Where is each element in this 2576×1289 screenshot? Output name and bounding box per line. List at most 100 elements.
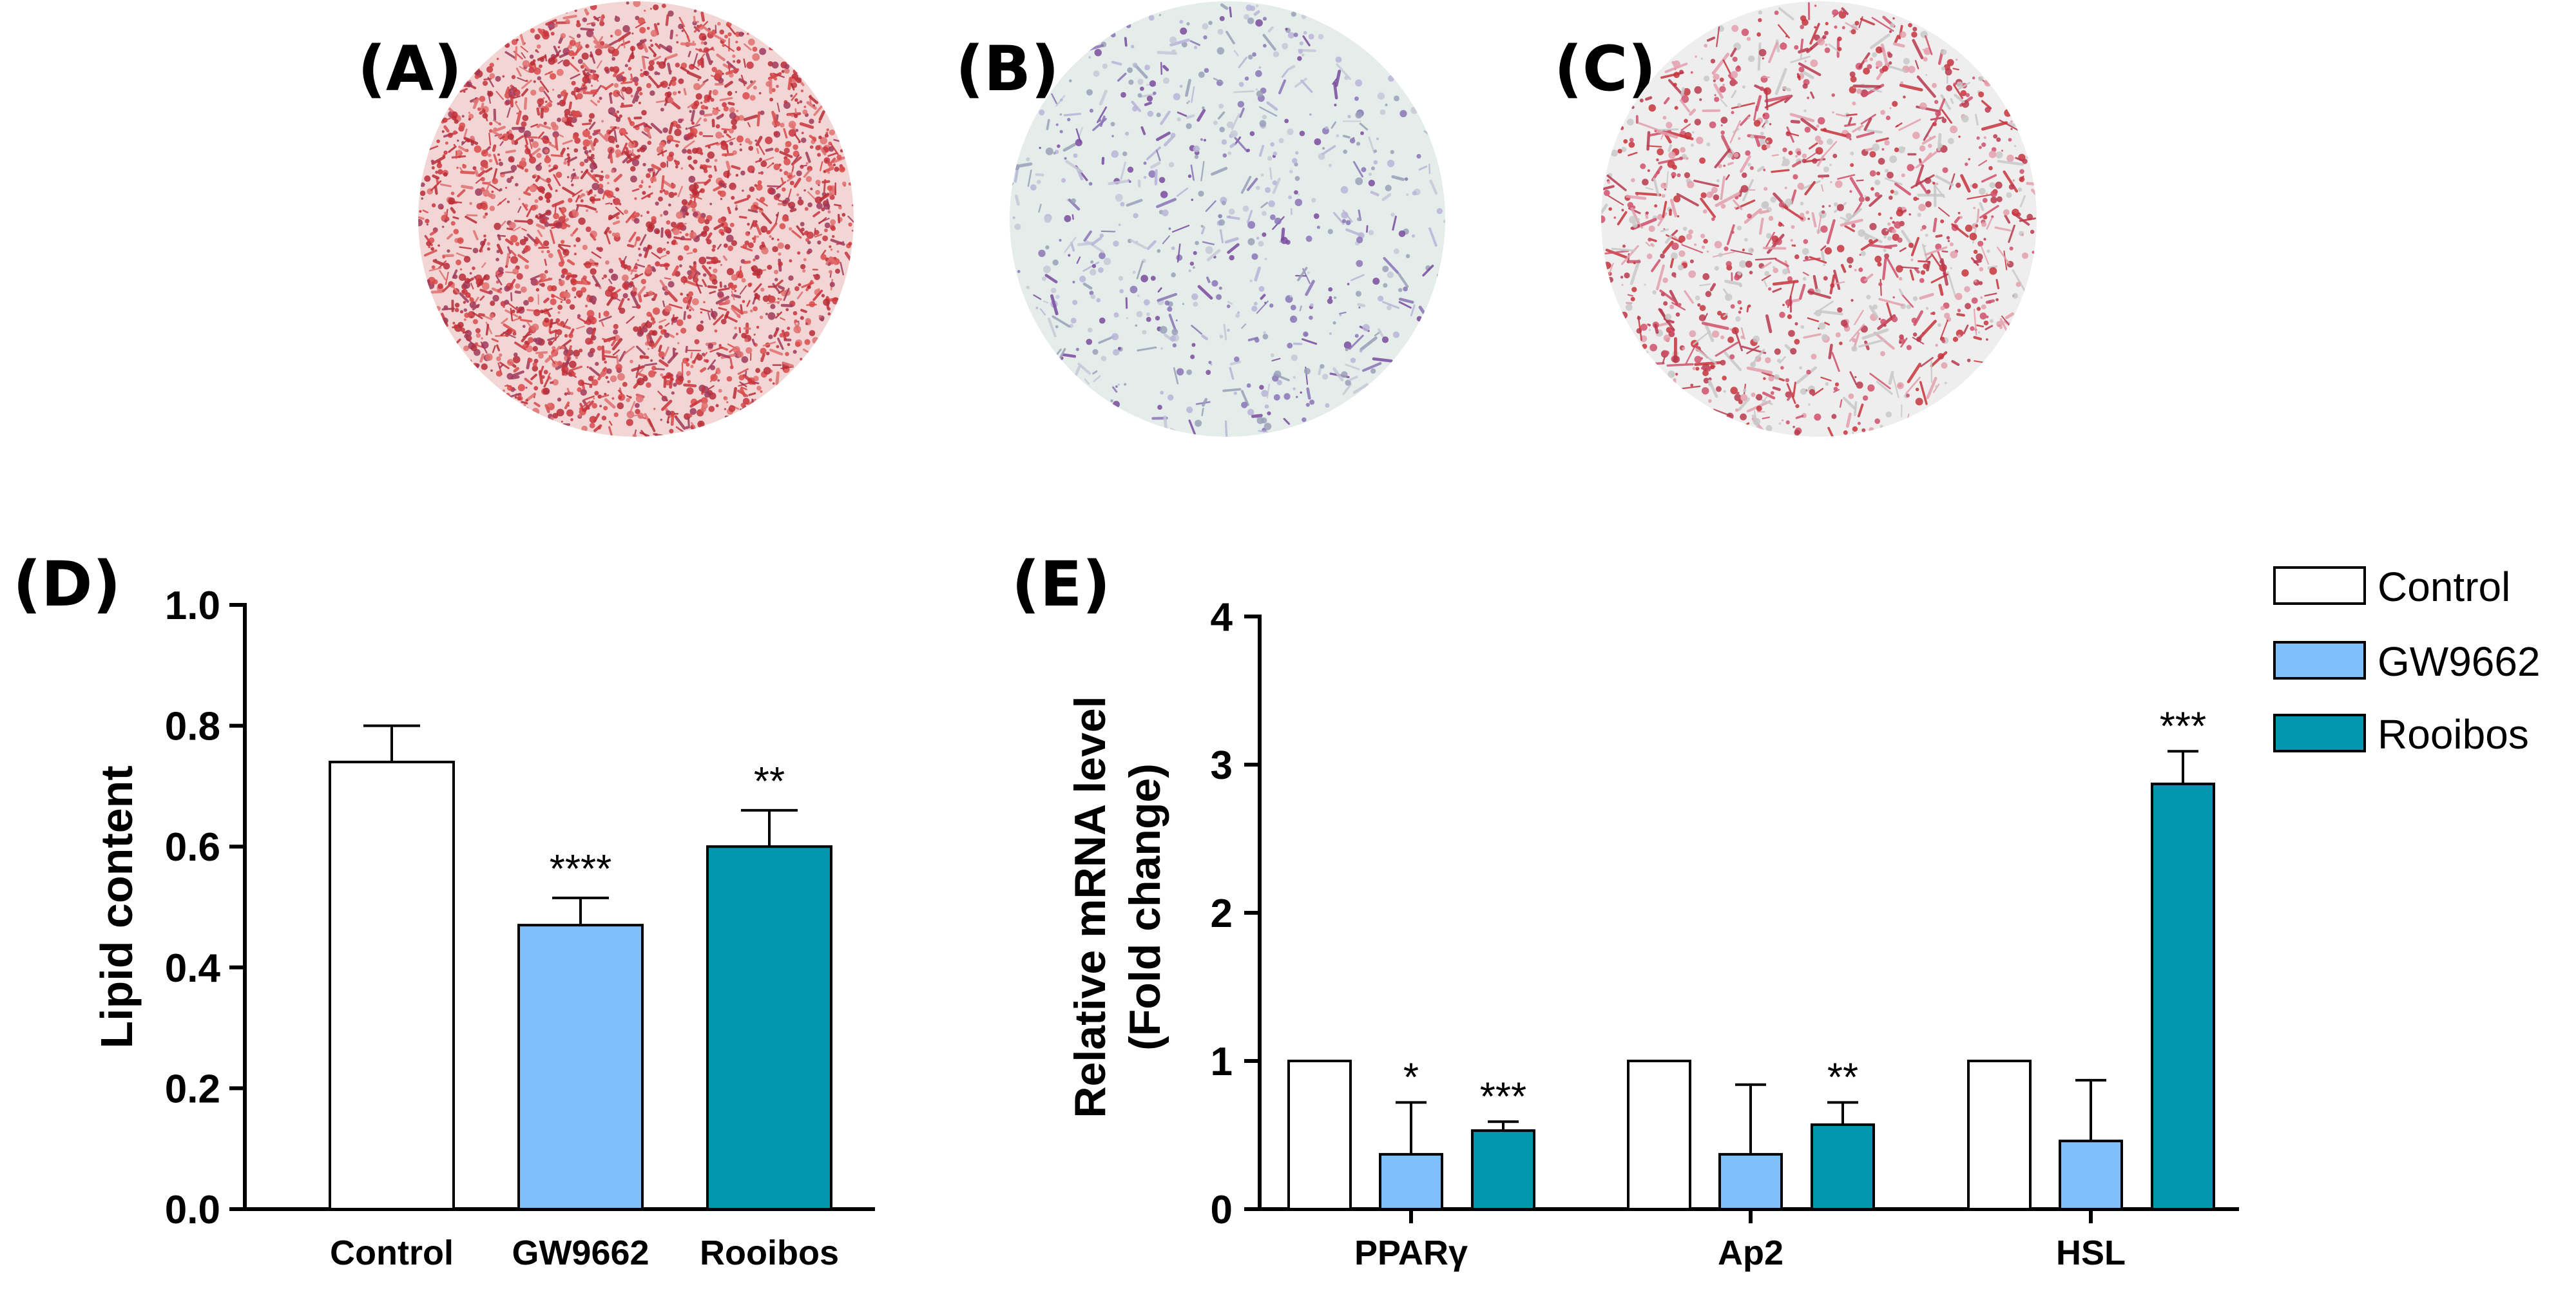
cell-speck	[539, 272, 546, 280]
cell-speck	[1256, 90, 1264, 97]
cell-speck	[698, 216, 706, 224]
cell-speck	[716, 367, 720, 372]
cell-speck	[576, 325, 585, 330]
cell-speck	[1890, 216, 1893, 220]
cell-speck	[1817, 215, 1822, 234]
cell-speck	[571, 184, 574, 187]
cell-speck	[762, 341, 776, 347]
cell-speck	[524, 340, 528, 345]
cell-speck	[482, 81, 488, 86]
cell-speck	[1185, 79, 1191, 97]
cell-speck	[1822, 35, 1827, 39]
cell-speck	[639, 26, 646, 33]
cell-speck	[579, 349, 583, 353]
cell-speck	[533, 386, 539, 391]
cell-speck	[738, 115, 744, 121]
cell-speck	[1202, 23, 1209, 30]
cell-speck	[1966, 358, 1971, 363]
cell-speck	[1685, 157, 1689, 160]
chart-e-x-tick-label: HSL	[2056, 1234, 2126, 1272]
cell-speck	[1978, 91, 1985, 98]
cell-speck	[445, 271, 449, 285]
cell-speck	[637, 330, 644, 337]
cell-speck	[493, 153, 499, 166]
cell-speck	[718, 287, 730, 292]
cell-speck	[660, 254, 668, 258]
cell-speck	[1785, 35, 1788, 37]
cell-speck	[619, 350, 626, 362]
cell-speck	[1756, 32, 1762, 37]
cell-speck	[1026, 157, 1030, 162]
cell-speck	[660, 81, 668, 88]
cell-speck	[1628, 141, 1635, 148]
cell-speck	[824, 222, 831, 229]
cell-speck	[633, 265, 638, 270]
cell-speck	[1355, 291, 1361, 297]
cell-speck	[1903, 57, 1910, 65]
cell-speck	[1129, 239, 1147, 249]
cell-speck	[1331, 121, 1337, 129]
cell-speck	[1799, 366, 1803, 370]
cell-speck	[753, 204, 763, 211]
cell-speck	[830, 248, 833, 251]
cell-speck	[1828, 204, 1831, 207]
cell-speck	[1740, 335, 1744, 339]
cell-speck	[1118, 224, 1121, 226]
cell-speck	[618, 396, 622, 400]
cell-speck	[1768, 287, 1772, 291]
cell-speck	[701, 386, 705, 394]
cell-speck	[441, 225, 445, 228]
cell-speck	[1238, 56, 1248, 68]
cell-speck	[1247, 54, 1253, 60]
cell-speck	[494, 126, 506, 132]
cell-speck	[731, 196, 735, 200]
cell-speck	[465, 330, 472, 337]
cell-speck	[666, 250, 670, 255]
cell-speck	[1737, 102, 1742, 107]
cell-speck	[651, 330, 658, 336]
cell-speck	[630, 291, 639, 307]
cell-speck	[798, 283, 802, 287]
cell-speck	[1906, 304, 1912, 309]
cell-speck	[738, 374, 745, 381]
cell-speck	[1778, 7, 1794, 21]
cell-speck	[1064, 157, 1067, 160]
cell-speck	[462, 164, 465, 166]
cell-speck	[530, 374, 537, 381]
cell-speck	[1978, 160, 1988, 166]
cell-speck	[1259, 385, 1264, 390]
cell-speck	[1935, 343, 1938, 347]
cell-speck	[442, 255, 445, 259]
cell-speck	[582, 62, 591, 73]
cell-speck	[710, 374, 718, 381]
cell-speck	[696, 324, 704, 332]
cell-speck	[1644, 96, 1653, 101]
cell-speck	[532, 323, 539, 331]
cell-speck	[552, 412, 559, 419]
cell-speck	[2001, 149, 2004, 152]
cell-speck	[463, 318, 466, 321]
cell-speck	[1840, 320, 1848, 327]
cell-speck	[469, 301, 476, 309]
cell-speck	[586, 327, 594, 335]
cell-speck	[653, 4, 659, 11]
cell-speck	[517, 254, 529, 263]
cell-speck	[535, 236, 544, 248]
cell-speck	[1311, 198, 1316, 203]
cell-speck	[1638, 122, 1658, 131]
legend-swatch	[2273, 641, 2366, 680]
cell-speck	[1168, 394, 1174, 401]
cell-speck	[736, 46, 741, 52]
cell-speck	[718, 388, 722, 393]
cell-speck	[675, 34, 678, 37]
cell-speck	[1711, 187, 1718, 193]
cell-speck	[706, 232, 713, 242]
cell-speck	[742, 92, 750, 100]
cell-speck	[660, 162, 667, 168]
chart-e-bar	[1718, 1152, 1783, 1211]
cell-speck	[545, 100, 552, 107]
cell-speck	[1345, 220, 1351, 225]
cell-speck	[628, 66, 632, 71]
cell-speck	[1410, 106, 1418, 114]
cell-speck	[1823, 166, 1829, 173]
